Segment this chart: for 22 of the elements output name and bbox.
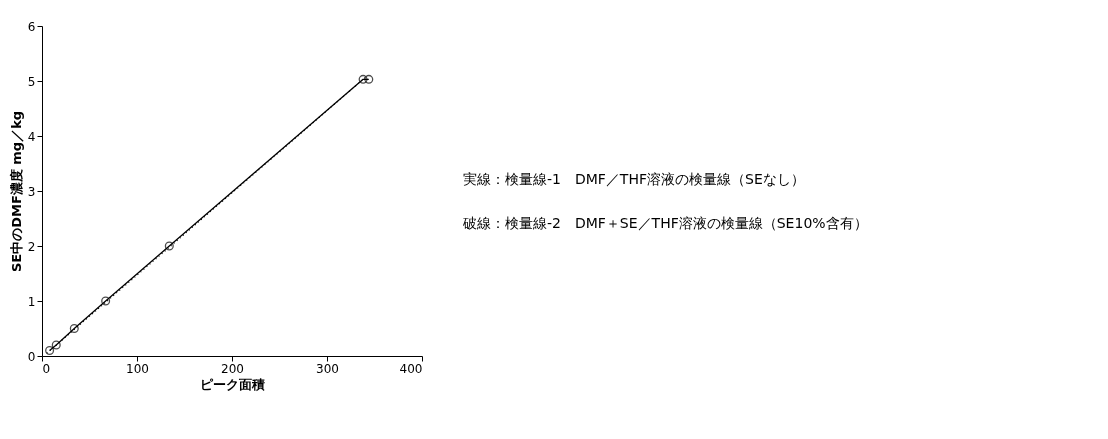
y-tick-label: 0 <box>27 349 36 364</box>
x-axis-title: ピーク面積 <box>200 376 265 392</box>
y-axis-title: SE中のDMF濃度 mg／kg <box>8 110 24 273</box>
y-tick-label: 1 <box>27 294 36 309</box>
point <box>101 296 111 306</box>
point <box>51 340 61 350</box>
point <box>164 241 174 251</box>
y-tick-label: 5 <box>27 74 36 89</box>
point <box>364 74 374 84</box>
x-tick-label: 100 <box>126 361 149 376</box>
point <box>69 323 79 334</box>
text: 破線：検量線-2 DMF＋SE／THF溶液の検量線（SE10%含有） <box>462 215 868 231</box>
y-tick-label: 3 <box>27 184 36 199</box>
text: 実線：検量線-1 DMF／THF溶液の検量線（SEなし） <box>463 171 805 187</box>
y-tick-label: 4 <box>27 129 36 144</box>
x-tick-label: 0 <box>42 361 51 376</box>
point <box>45 345 55 356</box>
y-tick-label: 6 <box>27 19 36 34</box>
x-tick-label: 400 <box>399 361 423 376</box>
x-tick-label: 200 <box>221 361 244 376</box>
y-tick-label: 2 <box>27 239 36 254</box>
x-tick-label: 300 <box>316 361 339 376</box>
